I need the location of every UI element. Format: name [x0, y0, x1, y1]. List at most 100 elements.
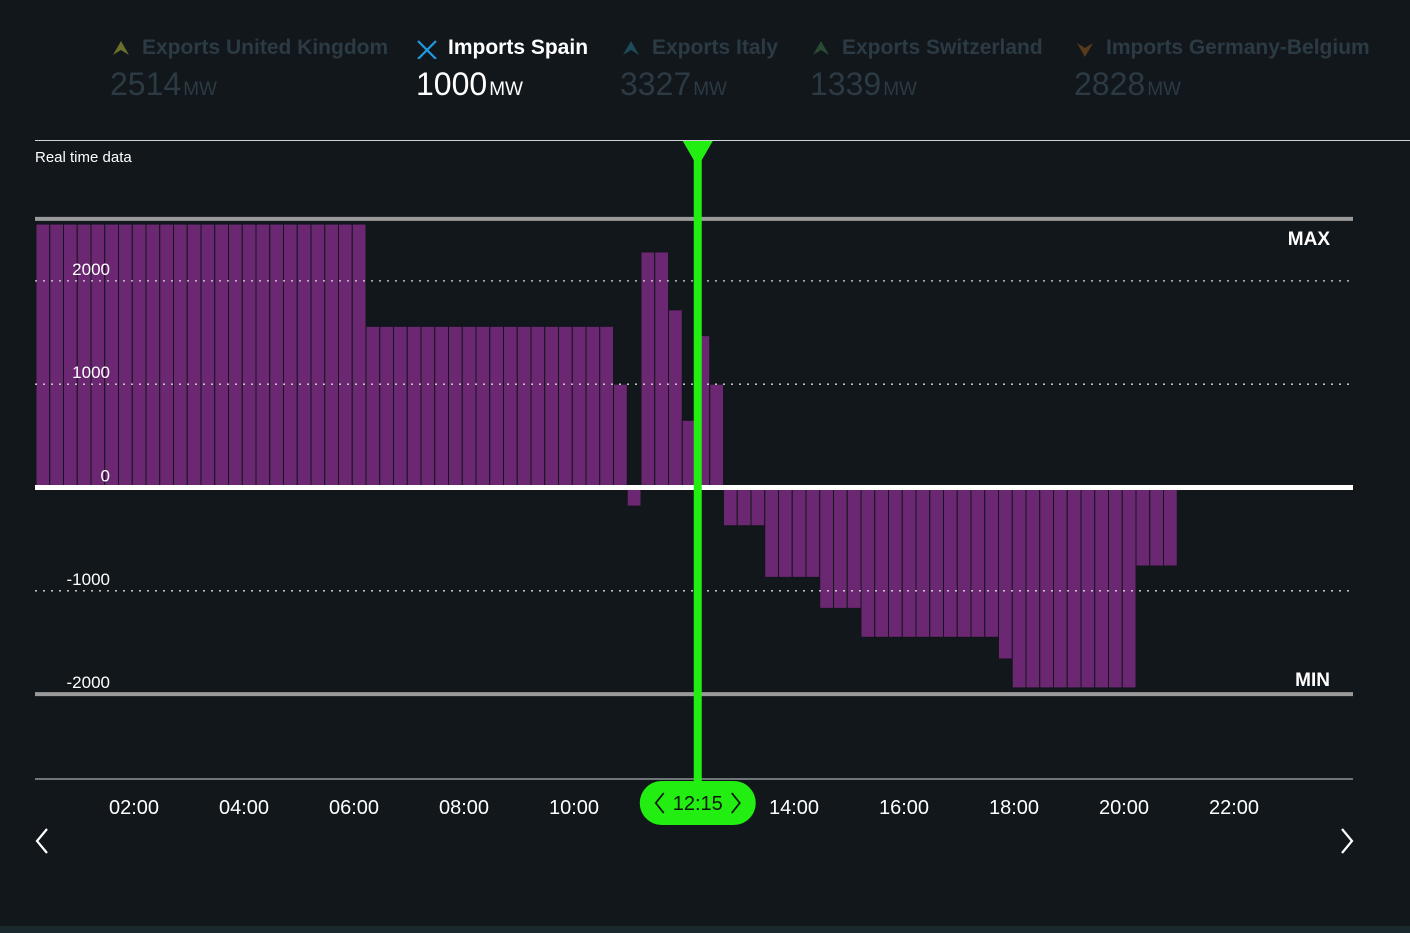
bar [283, 223, 298, 489]
bar [351, 223, 367, 489]
footer-strip [0, 926, 1410, 933]
bar [310, 223, 326, 489]
bar [186, 223, 202, 489]
x-tick-label: 06:00 [329, 797, 379, 819]
arrow-up-icon [110, 37, 132, 59]
legend-value: 2828 [1074, 66, 1146, 102]
legend-label: Imports Germany-Belgium [1106, 36, 1370, 59]
chevron-left-icon [654, 792, 665, 814]
bar [819, 487, 834, 609]
legend-item-exports-italy[interactable]: Exports Italy 3327 MW [620, 36, 778, 103]
bar [709, 383, 724, 489]
bar [214, 223, 229, 489]
arrow-down-icon [1074, 37, 1096, 59]
bar [888, 487, 903, 638]
x-tick-label: 04:00 [219, 797, 269, 819]
legend-label: Exports United Kingdom [142, 36, 389, 59]
bar [640, 251, 656, 488]
bar [901, 487, 917, 638]
legend-unit: MW [693, 79, 727, 100]
x-tick-label: 22:00 [1209, 797, 1259, 819]
x-tick-label: 18:00 [989, 797, 1039, 819]
legend-item-imports-spain[interactable]: Imports Spain 1000 MW [416, 36, 588, 103]
y-tick-label: -1000 [67, 570, 110, 589]
bar [943, 487, 958, 638]
bar [723, 487, 738, 527]
cross-icon [416, 37, 438, 60]
legend-value: 3327 [620, 66, 692, 102]
arrow-up-icon [810, 37, 832, 59]
bar [1163, 487, 1178, 567]
chevron-left-icon [35, 828, 48, 854]
bar [998, 487, 1013, 660]
bar [558, 325, 573, 488]
legend-unit: MW [883, 79, 917, 100]
x-tick-label: 20:00 [1099, 797, 1149, 819]
legend-item-exports-united-kingdom[interactable]: Exports United Kingdom 2514 MW [110, 36, 388, 103]
bar [654, 251, 669, 488]
bar [1039, 487, 1054, 689]
bar [874, 487, 889, 638]
bar [544, 325, 559, 488]
max-label: MAX [1288, 229, 1331, 250]
bar [516, 325, 532, 488]
bar [338, 223, 353, 489]
x-tick-label: 14:00 [769, 797, 819, 819]
x-tick-label: 02:00 [109, 797, 159, 819]
legend-unit: MW [183, 79, 217, 100]
bar [1066, 487, 1082, 689]
bar [1053, 487, 1068, 689]
arrow-up-icon [620, 37, 642, 59]
cursor-marker [682, 141, 713, 167]
bar [159, 223, 174, 489]
bar [269, 223, 284, 489]
header-divider [35, 140, 1410, 141]
bar [1025, 487, 1041, 689]
y-tick-label: 2000 [72, 260, 110, 279]
bar [489, 325, 504, 488]
legend-label: Exports Switzerland [842, 36, 1043, 59]
bar [860, 487, 876, 638]
bar [970, 487, 986, 638]
legend-item-imports-germany-belgium[interactable]: Imports Germany-Belgium 2828 MW [1074, 36, 1370, 103]
bar [1121, 487, 1137, 689]
time-cursor-handle[interactable] [639, 781, 756, 825]
legend-value: 1339 [810, 66, 882, 102]
bar [764, 487, 779, 578]
bar [173, 223, 188, 489]
bar [1149, 487, 1164, 567]
x-tick-label: 10:00 [549, 797, 599, 819]
bar [915, 487, 931, 638]
bar [35, 223, 51, 489]
bar [393, 325, 408, 488]
bar [461, 325, 477, 488]
bar [296, 223, 312, 489]
bar [1011, 487, 1027, 689]
legend-value: 1000 [416, 66, 488, 102]
bar [585, 325, 601, 488]
legend-value: 2514 [110, 66, 182, 102]
bar [1135, 487, 1151, 567]
y-tick-label: 1000 [72, 363, 110, 382]
min-label: MIN [1295, 670, 1330, 691]
bar [49, 223, 64, 489]
bar [778, 487, 793, 578]
next-day-button[interactable] [1336, 826, 1356, 856]
legend-unit: MW [1147, 79, 1181, 100]
previous-day-button[interactable] [33, 826, 53, 856]
bar [503, 325, 518, 488]
bar [131, 223, 147, 489]
legend-item-exports-switzerland[interactable]: Exports Switzerland 1339 MW [810, 36, 1043, 103]
bar [255, 223, 271, 489]
legend-label: Imports Spain [448, 36, 589, 59]
x-tick-label: 08:00 [439, 797, 489, 819]
bar [241, 223, 257, 489]
bar [956, 487, 972, 638]
bar [668, 309, 683, 488]
bar [365, 325, 381, 488]
bar [929, 487, 944, 638]
bar [791, 487, 807, 578]
y-tick-label: -2000 [67, 673, 110, 692]
bar [475, 325, 491, 488]
